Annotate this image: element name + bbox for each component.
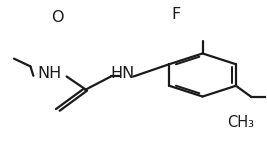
Text: F: F <box>171 7 180 22</box>
Text: CH₃: CH₃ <box>227 115 254 130</box>
Text: NH: NH <box>38 66 62 81</box>
Text: HN: HN <box>111 66 135 81</box>
Text: O: O <box>52 10 64 25</box>
